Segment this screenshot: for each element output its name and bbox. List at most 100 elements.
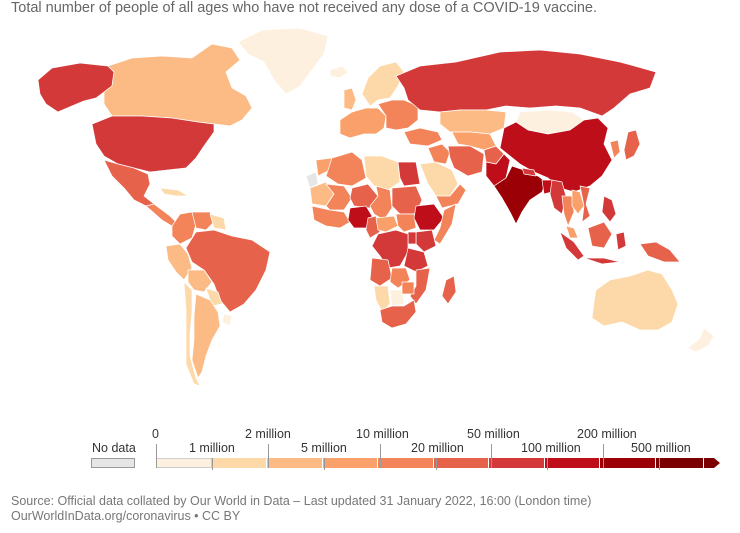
region-dr-congo[interactable]: DR Congo (371, 229, 409, 269)
region-nepal[interactable]: Nepal (521, 167, 537, 177)
region-ethiopia[interactable]: Ethiopia (413, 203, 445, 231)
region-venezuela[interactable]: Venezuela (191, 211, 215, 231)
legend-tick (324, 458, 325, 470)
region-south-sudan[interactable]: South Sudan (395, 213, 417, 233)
region-philippines[interactable]: Philippines (601, 195, 617, 223)
region-chile[interactable]: Chile (183, 281, 201, 387)
source-note: Source: Official data collated by Our Wo… (11, 494, 591, 524)
legend-color-bin[interactable] (323, 458, 378, 468)
legend-tick (268, 444, 269, 468)
map-subtitle: Total number of people of all ages who h… (11, 0, 597, 16)
region-zimbabwe[interactable]: Zimbabwe (401, 281, 415, 295)
region-sulawesi[interactable]: Sulawesi (Indonesia) (615, 231, 627, 251)
legend-color-bin[interactable] (434, 458, 489, 468)
region-pakistan[interactable]: Pakistan (485, 153, 511, 187)
legend-tick (547, 458, 548, 470)
region-west-africa-coast[interactable]: West Africa coast (311, 205, 351, 229)
region-mozambique[interactable]: Mozambique (409, 267, 431, 305)
legend-color-bin[interactable] (489, 458, 545, 468)
region-botswana[interactable]: Botswana (389, 289, 405, 307)
region-western-sahara[interactable]: Western Sahara (305, 171, 319, 189)
region-canada[interactable]: Canada (103, 43, 253, 127)
region-united-kingdom[interactable]: United Kingdom (343, 87, 357, 111)
region-kazakhstan[interactable]: Kazakhstan (439, 109, 507, 135)
region-russia[interactable]: Russia (395, 49, 657, 117)
region-japan[interactable]: Japan (623, 129, 641, 161)
region-scandinavia[interactable]: Scandinavia (361, 61, 405, 107)
legend-label-0: 0 (152, 427, 159, 441)
legend-color-bin[interactable] (545, 458, 600, 468)
region-mali[interactable]: Mali (325, 183, 353, 211)
legend-no-data-label: No data (92, 441, 136, 455)
region-borneo[interactable]: Borneo (587, 221, 613, 249)
region-java[interactable]: Java (Indonesia) (583, 257, 621, 265)
legend-tick (156, 444, 157, 468)
region-eastern-europe[interactable]: Eastern Europe (377, 99, 419, 131)
region-greenland[interactable]: Greenland (237, 27, 329, 95)
region-korea[interactable]: Korea (609, 139, 621, 159)
region-south-africa[interactable]: South Africa (379, 299, 417, 329)
legend-tick (212, 458, 213, 470)
region-india[interactable]: India (493, 165, 547, 225)
legend-no-data-swatch[interactable] (91, 458, 135, 468)
legend-color-bin[interactable] (600, 458, 656, 468)
legend-color-bin[interactable] (156, 458, 212, 468)
region-thailand[interactable]: Thailand (561, 195, 575, 227)
region-iceland[interactable]: Iceland (329, 65, 349, 79)
region-angola[interactable]: Angola (369, 257, 393, 287)
region-malaysia[interactable]: Malaysia (565, 225, 579, 239)
region-central-america[interactable]: Central America (145, 203, 177, 227)
region-brazil[interactable]: Brazil (185, 229, 271, 313)
region-laos-cambodia[interactable]: Laos and Cambodia (571, 189, 585, 215)
region-uruguay[interactable]: Uruguay (221, 313, 233, 327)
region-mexico[interactable]: Mexico (103, 159, 155, 207)
region-alaska[interactable]: Alaska (United States) (37, 62, 115, 113)
region-chad[interactable]: Chad (369, 185, 393, 221)
region-somalia[interactable]: Somalia (433, 203, 457, 245)
region-algeria[interactable]: Algeria (325, 151, 367, 187)
legend-color-bin[interactable] (212, 458, 267, 468)
region-vietnam[interactable]: Vietnam (579, 185, 591, 223)
region-bolivia[interactable]: Bolivia (187, 269, 213, 293)
region-new-zealand[interactable]: New Zealand (687, 327, 715, 353)
legend-arrow-icon (704, 458, 720, 468)
region-turkey[interactable]: Turkey (403, 127, 443, 147)
region-iran[interactable]: Iran (447, 145, 485, 177)
legend-tick (659, 458, 660, 470)
region-saudi-arabia[interactable]: Saudi Arabia (419, 161, 459, 197)
legend-color-bin[interactable] (656, 458, 704, 468)
legend-tick (380, 444, 381, 468)
legend-color-bin[interactable] (267, 458, 323, 468)
legend-tick (436, 458, 437, 470)
region-australia[interactable]: Australia (591, 269, 679, 331)
region-cuba[interactable]: Cuba (159, 187, 189, 197)
legend-label-100m: 100 million (521, 441, 581, 455)
region-uganda[interactable]: Uganda (407, 231, 417, 245)
region-united-states[interactable]: United States (91, 115, 215, 173)
legend-tick (603, 444, 604, 468)
legend-label-20m: 20 million (411, 441, 464, 455)
legend-label-2m: 2 million (245, 427, 291, 441)
region-sumatra[interactable]: Sumatra (Indonesia) (559, 231, 585, 261)
region-papua-new-guinea[interactable]: Papua New Guinea (639, 241, 681, 263)
region-yemen-oman[interactable]: Yemen and Oman (435, 183, 467, 209)
region-niger[interactable]: Niger (349, 183, 379, 209)
region-myanmar[interactable]: Myanmar (549, 179, 567, 215)
legend-label-5m: 5 million (301, 441, 347, 455)
legend-label-50m: 50 million (467, 427, 520, 441)
region-china[interactable]: China (499, 117, 613, 193)
region-madagascar[interactable]: Madagascar (441, 275, 457, 305)
region-central-african-republic[interactable]: Central African Republic (375, 215, 399, 233)
region-guianas[interactable]: Guianas (209, 213, 227, 231)
region-kenya[interactable]: Kenya (415, 229, 437, 253)
region-colombia[interactable]: Colombia (171, 211, 197, 245)
legend-color-bin[interactable] (378, 458, 434, 468)
region-argentina[interactable]: Argentina (191, 293, 221, 379)
region-libya[interactable]: Libya (363, 155, 401, 191)
region-western-europe[interactable]: Western Europe (339, 107, 387, 139)
region-egypt[interactable]: Egypt (397, 161, 421, 187)
region-iraq-syria[interactable]: Iraq and Syria (427, 143, 451, 165)
credit-line[interactable]: OurWorldInData.org/coronavirus • CC BY (11, 509, 241, 523)
legend-color-scale (156, 458, 704, 468)
